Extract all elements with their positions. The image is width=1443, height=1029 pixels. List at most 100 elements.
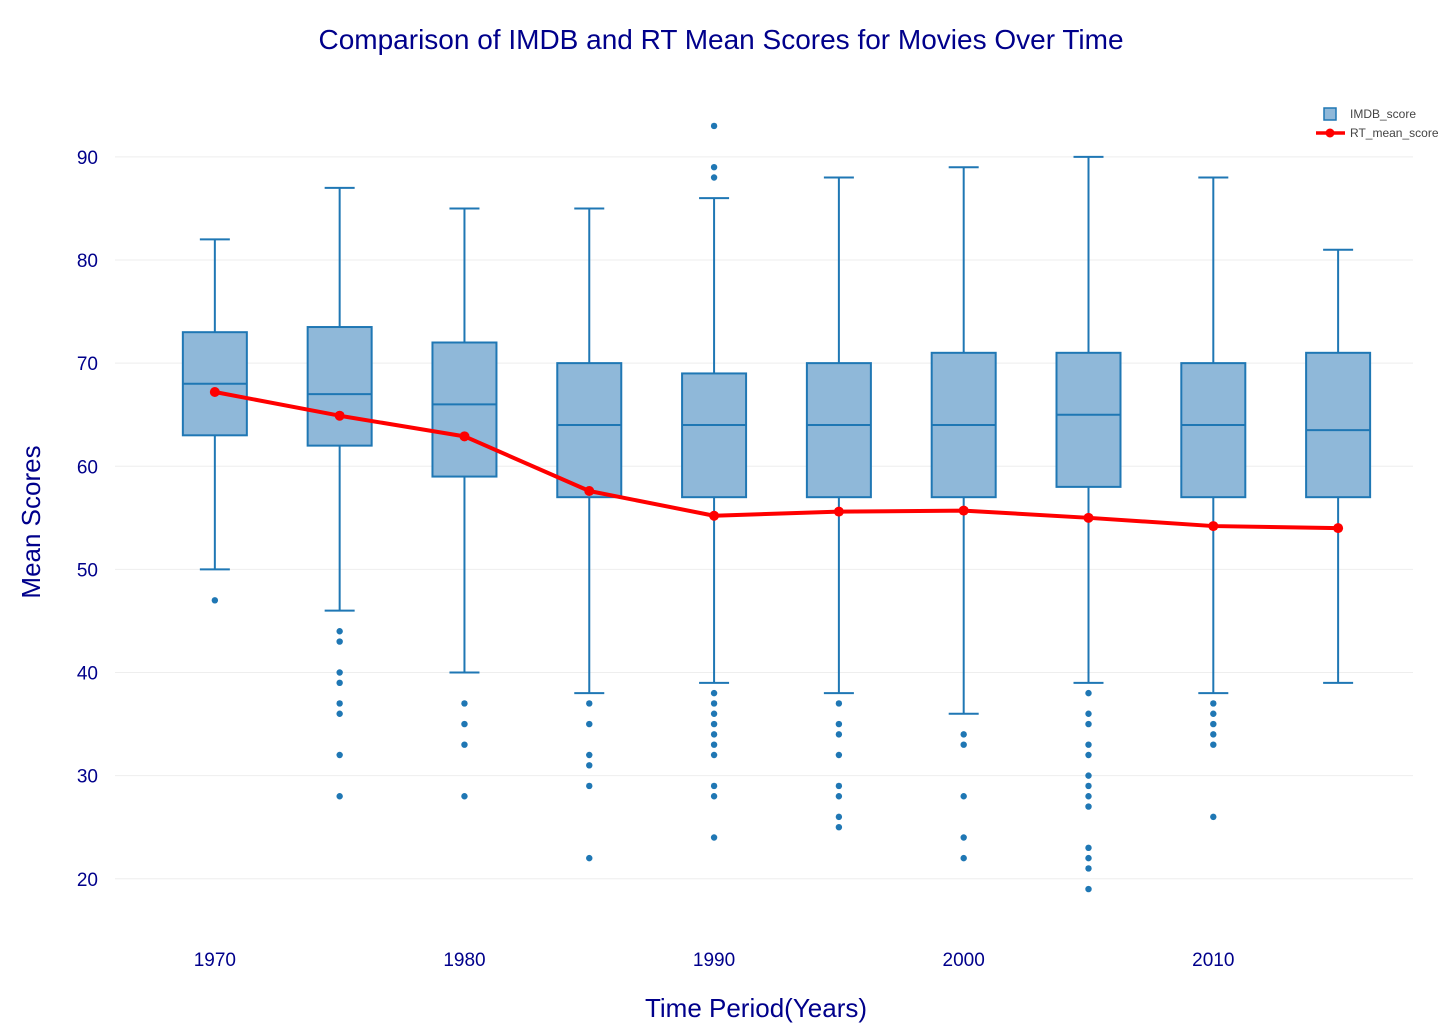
outlier-point: [461, 700, 468, 707]
outlier-point: [1085, 885, 1092, 893]
box-1990: [681, 122, 748, 841]
outlier-point: [1210, 700, 1217, 707]
outlier-point: [1085, 865, 1092, 872]
outlier-point: [960, 741, 967, 748]
outlier-point: [835, 751, 843, 759]
grid-layer: [115, 156, 1413, 880]
outlier-point: [586, 782, 593, 790]
outlier-point: [336, 710, 343, 717]
legend-label-rt: RT_mean_score: [1350, 126, 1439, 140]
outlier-point: [710, 163, 718, 171]
outlier-point: [1210, 720, 1217, 728]
outlier-point: [336, 669, 343, 676]
outlier-point: [461, 720, 468, 728]
y-tick-label: 70: [77, 354, 98, 375]
outlier-point: [1085, 793, 1092, 800]
rt-mean-point: [334, 410, 345, 421]
x-tick-label: 2000: [943, 950, 985, 971]
chart-title: Comparison of IMDB and RT Mean Scores fo…: [318, 24, 1123, 55]
outlier-point: [1085, 741, 1092, 748]
rt-mean-point: [958, 505, 969, 516]
axis-layer: 20 30 40 50 60 70 80 90 1970 1980 1990 2000 2010: [77, 148, 1235, 971]
y-tick-label: 20: [77, 870, 98, 891]
iqr-box: [431, 341, 498, 478]
outlier-point: [710, 751, 718, 759]
outlier-point: [586, 700, 593, 707]
legend-item-rt[interactable]: RT_mean_score: [1316, 126, 1439, 140]
outlier-point: [211, 597, 219, 604]
box-layer: [181, 122, 1372, 893]
rt-mean-point: [584, 486, 595, 496]
outlier-point: [336, 679, 343, 687]
rt-mean-point: [1208, 521, 1219, 532]
box-1980: [431, 207, 498, 800]
y-tick-label: 50: [77, 560, 98, 581]
rt-mean-point: [1333, 523, 1344, 534]
legend[interactable]: IMDB_score RT_mean_score: [1316, 107, 1439, 140]
y-tick-label: 90: [77, 148, 98, 169]
rt-mean-point: [209, 387, 220, 397]
outlier-point: [1085, 689, 1092, 697]
outlier-point: [710, 720, 718, 728]
y-tick-label: 80: [77, 251, 98, 272]
outlier-point: [1210, 710, 1217, 717]
outlier-point: [461, 741, 468, 748]
outlier-point: [835, 782, 843, 790]
outlier-point: [1210, 813, 1217, 821]
x-tick-label: 1970: [194, 950, 236, 971]
outlier-point: [710, 122, 718, 130]
box-2010: [1180, 176, 1247, 821]
outlier-point: [1085, 844, 1092, 852]
outlier-point: [461, 793, 468, 800]
outlier-point: [1085, 751, 1092, 759]
iqr-box: [1180, 362, 1247, 499]
rt-mean-point: [1083, 512, 1094, 523]
outlier-point: [336, 793, 343, 800]
outlier-point: [336, 638, 343, 645]
outlier-point: [336, 628, 343, 635]
box-1995: [805, 176, 872, 831]
outlier-point: [1085, 720, 1092, 728]
rt-mean-point: [833, 506, 844, 517]
outlier-point: [835, 823, 843, 831]
box-2005: [1055, 155, 1122, 893]
outlier-point: [710, 710, 718, 717]
rt-mean-point: [709, 510, 720, 521]
outlier-point: [835, 731, 843, 738]
outlier-point: [835, 793, 843, 800]
outlier-point: [1085, 854, 1092, 862]
legend-item-imdb[interactable]: IMDB_score: [1323, 107, 1416, 121]
outlier-point: [1085, 772, 1092, 779]
outlier-point: [710, 700, 718, 707]
outlier-point: [960, 834, 967, 841]
outlier-point: [710, 689, 718, 697]
outlier-point: [960, 731, 967, 738]
rt-mean-line: [214, 390, 1339, 531]
y-tick-label: 30: [77, 767, 98, 788]
iqr-box: [556, 362, 623, 499]
outlier-point: [586, 751, 593, 759]
box-2015: [1305, 248, 1372, 684]
outlier-point: [835, 720, 843, 728]
x-tick-label: 1990: [693, 950, 735, 971]
y-axis-label: Mean Scores: [16, 445, 46, 598]
outlier-point: [586, 762, 593, 769]
box-2000: [930, 166, 997, 862]
box-1985: [556, 207, 623, 862]
iqr-box: [1305, 351, 1372, 499]
y-tick-label: 60: [77, 457, 98, 478]
outlier-point: [336, 700, 343, 707]
x-tick-label: 1980: [443, 950, 485, 971]
outlier-point: [1210, 741, 1217, 748]
outlier-point: [336, 751, 343, 759]
rt-mean-point: [459, 431, 470, 442]
outlier-point: [710, 731, 718, 738]
outlier-point: [1085, 803, 1092, 810]
box-icon: [1323, 107, 1337, 121]
x-axis-label: Time Period(Years): [645, 993, 867, 1023]
outlier-point: [586, 854, 593, 862]
box-1970: [181, 238, 248, 604]
x-tick-label: 2010: [1192, 950, 1234, 971]
iqr-box: [681, 372, 748, 499]
